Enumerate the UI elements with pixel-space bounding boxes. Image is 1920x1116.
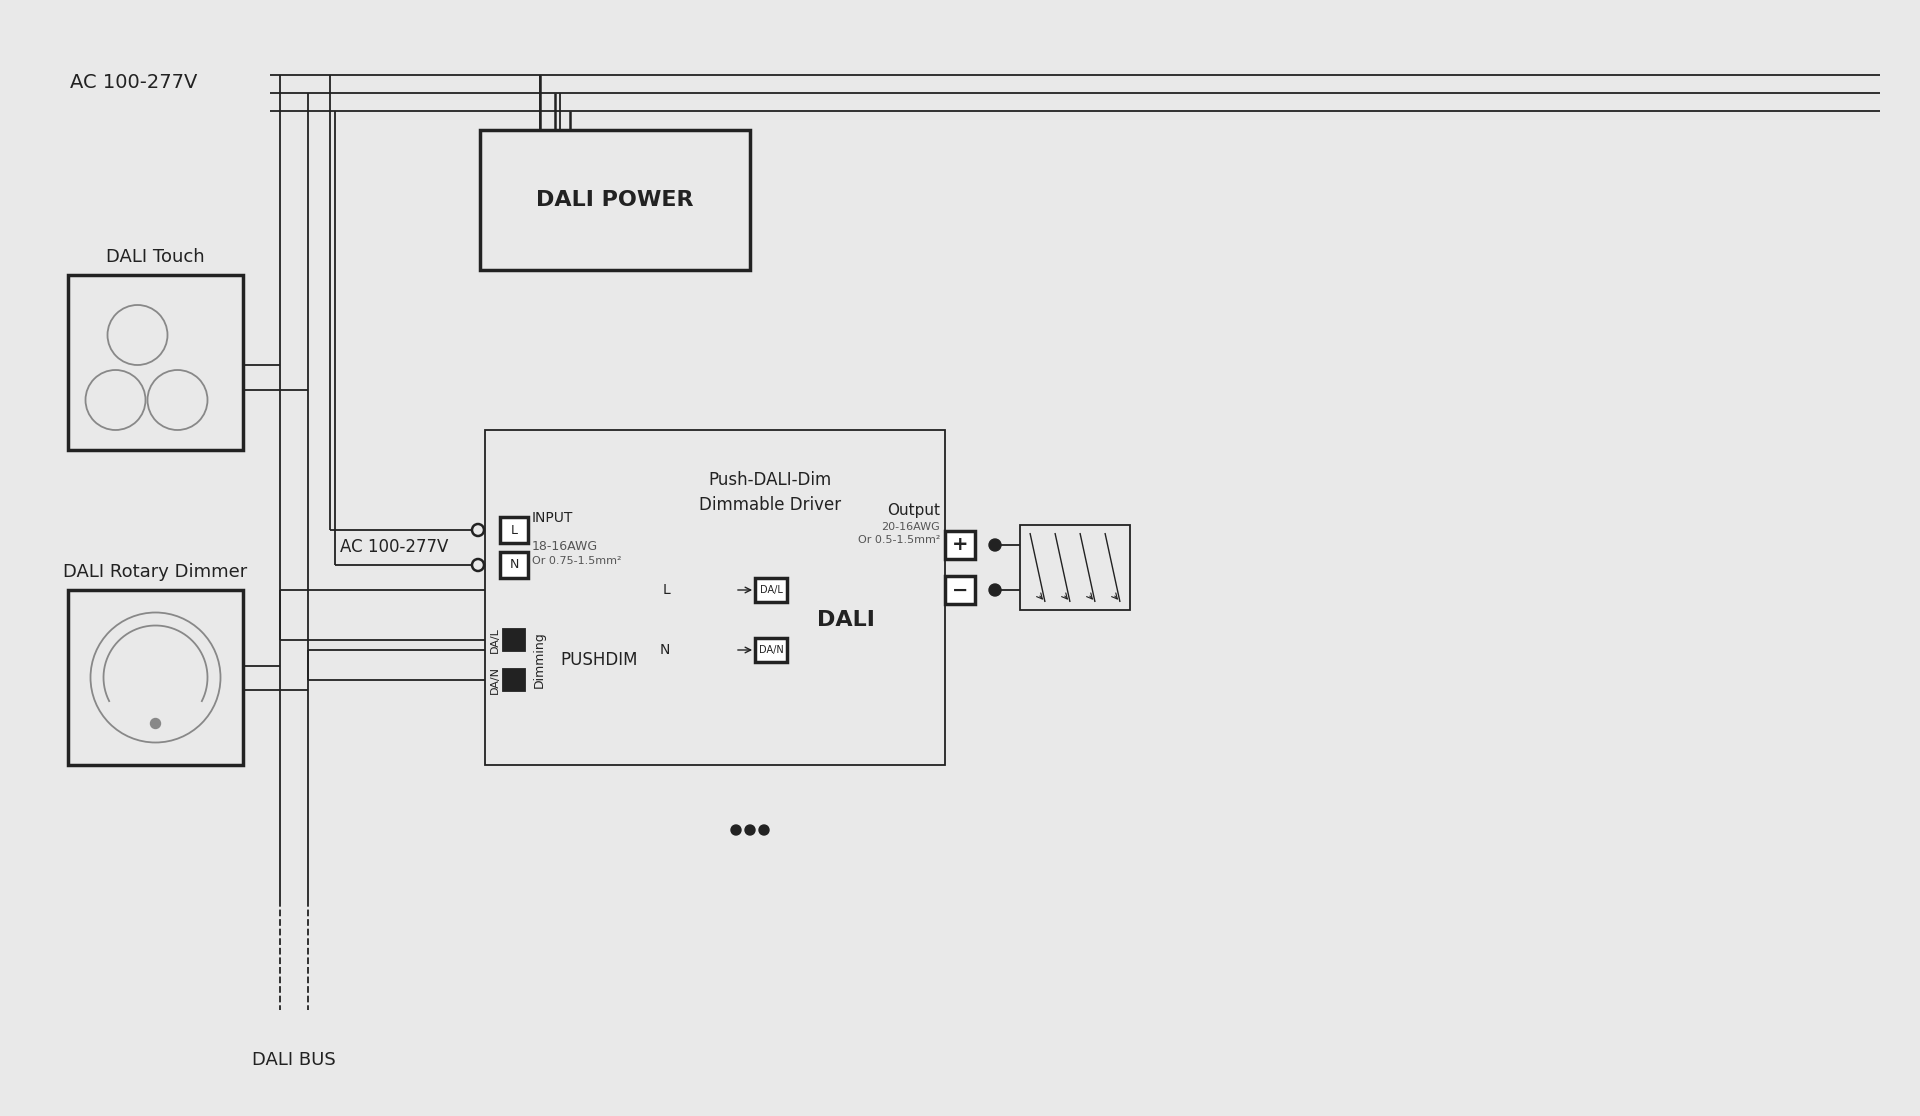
Text: 18-16AWG: 18-16AWG [532,540,599,554]
Text: Output: Output [887,502,941,518]
Text: DALI Touch: DALI Touch [106,248,205,266]
Text: PUSHDIM: PUSHDIM [561,651,637,668]
Bar [755,638,787,662]
Text: DALI: DALI [818,610,876,631]
Circle shape [989,584,1000,596]
Circle shape [989,539,1000,551]
Text: Or 0.5-1.5mm²: Or 0.5-1.5mm² [858,535,941,545]
Text: Or 0.75-1.5mm²: Or 0.75-1.5mm² [532,556,622,566]
Text: −: − [952,580,968,599]
Text: 20-16AWG: 20-16AWG [881,522,941,532]
Circle shape [732,825,741,835]
Bar [499,517,528,543]
Text: Dimmable Driver: Dimmable Driver [699,496,841,514]
Text: INPUT: INPUT [532,511,574,525]
Text: Dimming: Dimming [534,632,545,689]
Bar [499,552,528,578]
Text: Push-DALI-Dim: Push-DALI-Dim [708,471,831,489]
Circle shape [745,825,755,835]
Text: N: N [509,558,518,571]
Text: DA/L: DA/L [760,585,783,595]
Text: DALI Rotary Dimmer: DALI Rotary Dimmer [63,562,248,581]
Text: +: + [952,536,968,555]
Bar [503,668,524,691]
Text: N: N [660,643,670,657]
Bar [486,430,945,764]
Bar [480,129,751,270]
Bar [503,629,524,651]
Bar [1020,525,1131,610]
Text: DA/N: DA/N [758,645,783,655]
Circle shape [150,719,161,729]
Bar [755,578,787,602]
Text: DA/N: DA/N [490,666,499,694]
Circle shape [758,825,770,835]
Bar [67,590,244,764]
Text: DALI BUS: DALI BUS [252,1051,336,1069]
Text: L: L [511,523,518,537]
Text: AC 100-277V: AC 100-277V [340,539,449,557]
Text: AC 100-277V: AC 100-277V [69,74,198,93]
Bar [945,531,975,559]
Bar [67,275,244,450]
Text: DALI POWER: DALI POWER [536,190,693,210]
Circle shape [472,525,484,536]
Text: DA/L: DA/L [490,627,499,653]
Bar [945,576,975,604]
Circle shape [472,559,484,571]
Text: L: L [662,583,670,597]
